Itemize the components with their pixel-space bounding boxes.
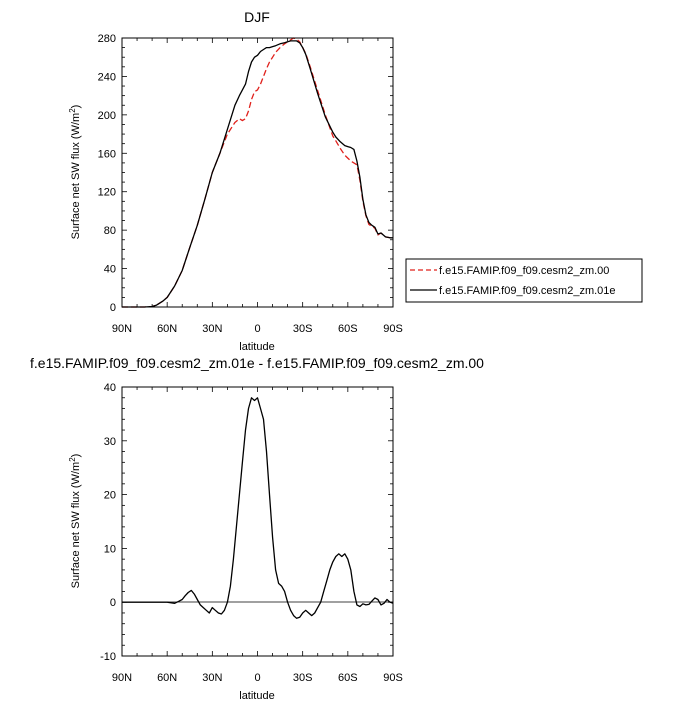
top-x-tick-label: 90N [112,323,132,335]
bottom-y-tick-label: 10 [104,543,116,555]
top-y-tick-label: 200 [98,110,116,122]
top-series-layer [122,37,393,308]
bottom-y-tick-label: 0 [110,597,116,609]
top-ticks-layer [121,37,394,308]
bottom-x-tick-label: 30S [293,672,313,684]
bottom-series-0-line [122,397,394,619]
top-x-tick-label: 60S [338,323,358,335]
bottom-x-axis-label: latitude [239,690,274,702]
bottom-y-axis-label: Surface net SW flux (W/m2) [68,454,82,589]
top-y-tick-labels: 0 40 80 120 160 200 240 280 [98,33,116,314]
bottom-series-layer [122,397,394,619]
top-y-tick-label: 0 [110,302,116,314]
bottom-x-tick-labels: 90N 60N 30N 0 30S 60S 90S [112,672,403,684]
bottom-x-tick-label: 30N [202,672,222,684]
bottom-x-tick-label: 60N [157,672,177,684]
top-y-tick-label: 40 [104,264,116,276]
top-plot-frame [121,37,394,308]
top-x-axis-label: latitude [239,341,274,353]
bottom-y-tick-label: 40 [104,382,116,394]
legend-label-series-0: f.e15.FAMIP.f09_f09.cesm2_zm.00 [439,265,609,277]
top-series-0-line [122,37,393,308]
top-y-axis-label: Surface net SW flux (W/m2) [68,105,82,240]
bottom-x-tick-label: 90N [112,672,132,684]
top-y-tick-label: 120 [98,187,116,199]
bottom-ticks-layer [121,386,394,657]
bottom-y-tick-label: 30 [104,436,116,448]
top-x-tick-labels: 90N 60N 30N 0 30S 60S 90S [112,323,403,335]
top-x-tick-label: 0 [254,323,260,335]
bottom-chart-title: f.e15.FAMIP.f09_f09.cesm2_zm.01e - f.e15… [30,355,484,371]
top-x-tick-label: 60N [157,323,177,335]
top-chart: DJF 0 40 80 120 160 200 240 280 90N 60N 30N 0 30S 60… [68,9,403,353]
top-x-tick-label: 30S [293,323,313,335]
legend-box [405,258,643,303]
bottom-y-tick-label: 20 [104,490,116,502]
bottom-x-tick-label: 60S [338,672,358,684]
top-chart-title: DJF [244,9,270,25]
bottom-chart: f.e15.FAMIP.f09_f09.cesm2_zm.01e - f.e15… [30,355,484,702]
legend: f.e15.FAMIP.f09_f09.cesm2_zm.00 f.e15.FA… [405,258,643,303]
top-y-tick-label: 280 [98,33,116,45]
top-x-tick-label: 90S [383,323,403,335]
bottom-x-tick-label: 90S [383,672,403,684]
legend-label-series-1: f.e15.FAMIP.f09_f09.cesm2_zm.01e [439,285,616,297]
bottom-y-tick-labels: -10 0 10 20 30 40 [100,382,116,663]
top-series-1-line [122,40,393,308]
top-y-tick-label: 80 [104,225,116,237]
top-y-tick-label: 240 [98,71,116,83]
top-y-tick-label: 160 [98,148,116,160]
bottom-y-tick-label: -10 [100,651,116,663]
bottom-plot-frame [121,386,394,657]
bottom-x-tick-label: 0 [254,672,260,684]
top-x-tick-label: 30N [202,323,222,335]
